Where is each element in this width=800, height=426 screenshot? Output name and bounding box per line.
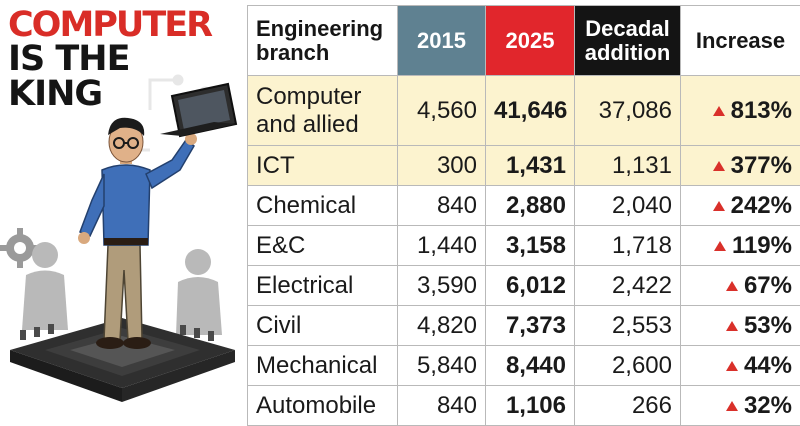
value-2025-cell: 41,646 (486, 76, 575, 146)
branch-cell: Electrical (248, 266, 398, 306)
value-2015-cell: 3,590 (398, 266, 486, 306)
branch-cell: ICT (248, 146, 398, 186)
value-2025-cell: 3,158 (486, 226, 575, 266)
decadal-addition-cell: 37,086 (575, 76, 681, 146)
value-2015-cell: 4,560 (398, 76, 486, 146)
increase-cell: 53% (681, 306, 800, 346)
value-2025-cell: 1,431 (486, 146, 575, 186)
decadal-addition-cell: 1,718 (575, 226, 681, 266)
value-2025-cell: 6,012 (486, 266, 575, 306)
value-2015-cell: 300 (398, 146, 486, 186)
decadal-addition-cell: 2,040 (575, 186, 681, 226)
increase-cell: 67% (681, 266, 800, 306)
up-arrow-icon (713, 161, 725, 171)
column-header-increase: Increase (681, 6, 800, 76)
column-header-2015: 2015 (398, 6, 486, 76)
value-2025-cell: 7,373 (486, 306, 575, 346)
increase-value: 377% (731, 152, 792, 179)
increase-cell: 44% (681, 346, 800, 386)
increase-value: 119% (732, 232, 792, 259)
increase-value: 813% (731, 97, 792, 124)
value-2025-cell: 2,880 (486, 186, 575, 226)
increase-cell: 813% (681, 76, 800, 146)
column-header-decadal-addition: Decadal addition (575, 6, 681, 76)
up-arrow-icon (713, 201, 725, 211)
headline: COMPUTER IS THE KING (8, 8, 211, 111)
enrolment-table: Engineering branch 2015 2025 Decadal add… (247, 5, 800, 426)
table-header-row: Engineering branch 2015 2025 Decadal add… (248, 6, 800, 76)
headline-line-3: KING (8, 77, 211, 111)
increase-cell: 119% (681, 226, 800, 266)
up-arrow-icon (714, 241, 726, 251)
branch-cell: E&C (248, 226, 398, 266)
up-arrow-icon (726, 321, 738, 331)
gear-icon (0, 228, 40, 268)
up-arrow-icon (726, 281, 738, 291)
headline-line-1: COMPUTER (8, 8, 211, 42)
branch-cell: Civil (248, 306, 398, 346)
value-2025-cell: 8,440 (486, 346, 575, 386)
decadal-addition-cell: 1,131 (575, 146, 681, 186)
up-arrow-icon (713, 106, 725, 116)
increase-value: 242% (731, 192, 792, 219)
decadal-addition-cell: 2,600 (575, 346, 681, 386)
up-arrow-icon (726, 401, 738, 411)
up-arrow-icon (726, 361, 738, 371)
illustration-panel: COMPUTER IS THE KING (0, 0, 247, 420)
value-2015-cell: 840 (398, 186, 486, 226)
branch-cell: Computer and allied (248, 76, 398, 146)
headline-line-2: IS THE (8, 42, 211, 76)
value-2015-cell: 5,840 (398, 346, 486, 386)
increase-value: 32% (744, 392, 792, 419)
increase-cell: 377% (681, 146, 800, 186)
column-header-2025: 2025 (486, 6, 575, 76)
branch-cell: Chemical (248, 186, 398, 226)
increase-cell: 242% (681, 186, 800, 226)
decadal-addition-cell: 2,553 (575, 306, 681, 346)
value-2015-cell: 4,820 (398, 306, 486, 346)
increase-value: 44% (744, 352, 792, 379)
increase-value: 53% (744, 312, 792, 339)
value-2015-cell: 1,440 (398, 226, 486, 266)
increase-value: 67% (744, 272, 792, 299)
column-header-branch: Engineering branch (248, 6, 398, 76)
branch-cell: Mechanical (248, 346, 398, 386)
decadal-addition-cell: 2,422 (575, 266, 681, 306)
